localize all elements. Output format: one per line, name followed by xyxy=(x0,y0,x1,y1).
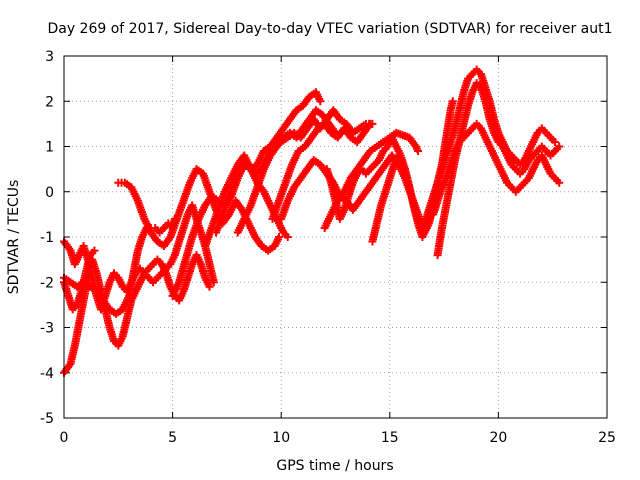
data-point-plus xyxy=(555,178,564,187)
x-tick-label: 0 xyxy=(60,430,69,446)
axis-ticks: 0 5 10 15 20 25 -5 -4 -3 -2 -1 0 1 2 3 xyxy=(40,49,616,446)
series-track-15 xyxy=(433,79,564,260)
y-tick-label: 1 xyxy=(45,140,54,156)
data-marks xyxy=(60,65,564,377)
data-point-plus xyxy=(275,233,284,241)
data-point-plus xyxy=(283,233,292,241)
data-point-plus xyxy=(316,97,325,106)
chart-title: Day 269 of 2017, Sidereal Day-to-day VTE… xyxy=(47,21,612,37)
x-tick-label: 15 xyxy=(381,430,399,446)
plot-frame xyxy=(63,55,608,419)
data-point-plus xyxy=(555,142,564,151)
data-point-plus xyxy=(205,282,214,291)
x-tick-label: 5 xyxy=(168,430,177,446)
data-point-plus xyxy=(550,137,559,146)
data-point-plus xyxy=(209,278,218,287)
y-tick-label: 2 xyxy=(45,94,54,110)
x-axis-label: GPS time / hours xyxy=(276,458,393,474)
data-point-plus xyxy=(448,97,457,106)
y-tick-label: -2 xyxy=(40,275,54,291)
y-tick-label: -5 xyxy=(40,411,54,427)
x-tick-label: 20 xyxy=(489,430,507,446)
data-point-plus xyxy=(366,119,375,128)
x-tick-label: 10 xyxy=(272,430,290,446)
data-point-plus xyxy=(90,246,99,255)
data-point-plus xyxy=(414,147,423,156)
series-track-17 xyxy=(233,106,340,237)
x-tick-label: 25 xyxy=(598,430,616,446)
series-track-12 xyxy=(320,128,423,232)
y-tick-label: -1 xyxy=(40,230,54,246)
series-track-4 xyxy=(60,246,99,314)
y-axis-label: SDTVAR / TECUs xyxy=(6,180,22,295)
series-track-9 xyxy=(268,119,375,223)
data-point-plus xyxy=(331,128,340,137)
y-tick-label: 0 xyxy=(45,185,54,201)
y-tick-label: -3 xyxy=(40,321,54,337)
series-track-16 xyxy=(429,119,564,219)
y-tick-label: 3 xyxy=(45,49,54,65)
y-tick-label: -4 xyxy=(40,366,54,382)
